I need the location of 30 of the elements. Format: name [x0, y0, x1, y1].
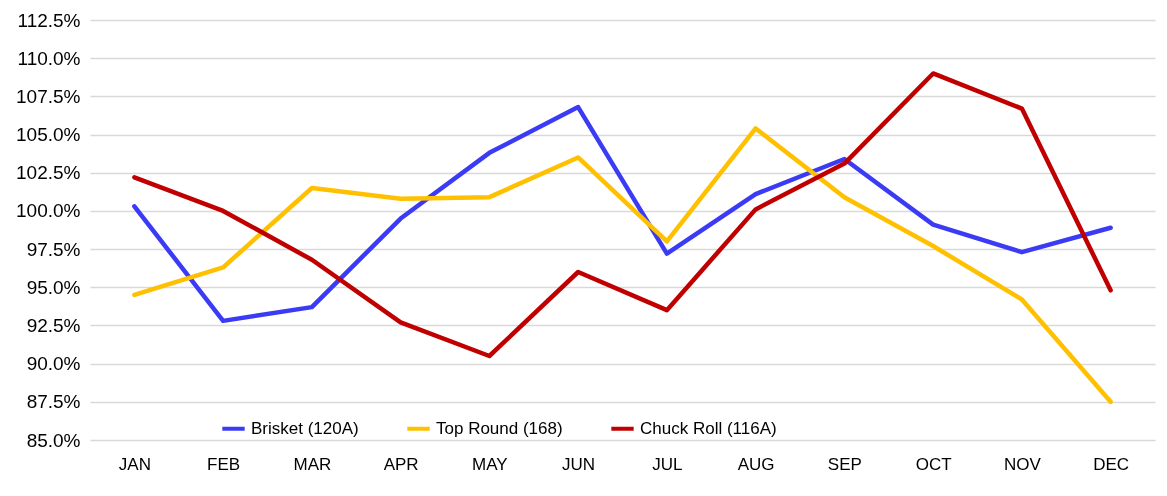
- x-tick-label: NOV: [1003, 454, 1042, 474]
- x-tick-label: JUL: [652, 454, 683, 474]
- y-tick-label: 85.0%: [26, 429, 81, 451]
- legend-label: Brisket (120A): [251, 418, 359, 438]
- x-tick-label: MAY: [472, 454, 508, 474]
- y-tick-label: 100.0%: [16, 200, 81, 222]
- y-tick-label: 112.5%: [17, 9, 81, 31]
- y-tick-label: 110.0%: [17, 47, 81, 69]
- x-tick-label: JAN: [118, 454, 151, 474]
- x-tick-label: FEB: [207, 454, 241, 474]
- y-tick-label: 105.0%: [16, 124, 81, 146]
- x-tick-label: APR: [383, 454, 419, 474]
- x-tick-label: JUN: [562, 454, 596, 474]
- legend-label: Top Round (168): [436, 418, 563, 438]
- x-tick-label: SEP: [827, 454, 862, 474]
- line-series: [132, 71, 1113, 359]
- y-tick-label: 92.5%: [26, 314, 81, 336]
- x-tick-label: OCT: [915, 454, 952, 474]
- y-tick-label: 90.0%: [26, 353, 81, 375]
- y-tick-label: 107.5%: [16, 85, 81, 107]
- y-tick-label: 95.0%: [26, 276, 81, 298]
- line-series: [132, 104, 1113, 324]
- x-tick-label: AUG: [737, 454, 775, 474]
- x-tick-label: DEC: [1093, 454, 1130, 474]
- legend-label: Chuck Roll (116A): [640, 418, 777, 438]
- y-tick-label: 102.5%: [16, 162, 81, 184]
- y-tick-label: 97.5%: [26, 238, 81, 260]
- y-tick-label: 87.5%: [26, 391, 81, 413]
- x-tick-label: MAR: [293, 454, 332, 474]
- line-series: [132, 126, 1113, 405]
